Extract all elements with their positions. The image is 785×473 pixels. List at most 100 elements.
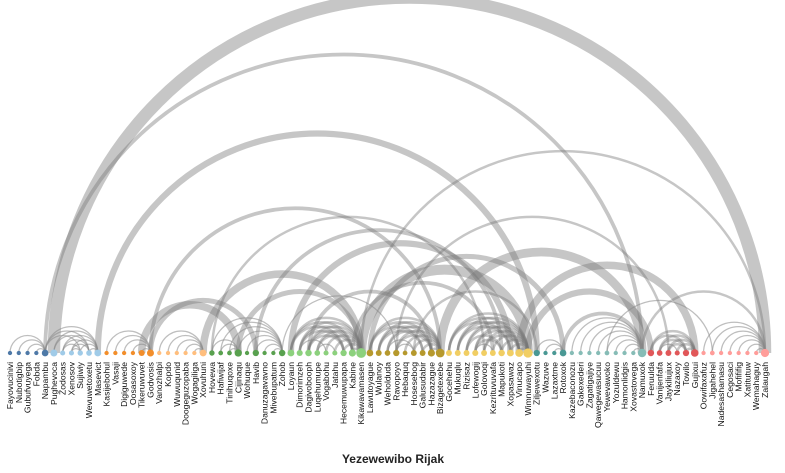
node-dot[interactable] — [569, 350, 575, 356]
node-label: Jatahu — [330, 362, 340, 388]
node-dot[interactable] — [174, 350, 179, 356]
node-label: Hafiwijaf — [216, 361, 226, 394]
node-dot[interactable] — [262, 350, 267, 356]
node-dot[interactable] — [427, 349, 435, 357]
node-dot[interactable] — [587, 350, 592, 356]
node-dot[interactable] — [760, 348, 770, 358]
node-dot[interactable] — [596, 350, 601, 356]
link-arc — [210, 216, 486, 354]
node-dot[interactable] — [690, 349, 699, 357]
node-dot[interactable] — [481, 350, 488, 356]
node-dot[interactable] — [463, 350, 470, 356]
node-dot[interactable] — [340, 349, 347, 357]
node-dot[interactable] — [736, 350, 741, 356]
node-dot[interactable] — [94, 349, 102, 357]
node-dot[interactable] — [68, 350, 75, 356]
node-dot[interactable] — [410, 350, 417, 356]
node-dot[interactable] — [60, 350, 66, 356]
node-dot[interactable] — [637, 348, 647, 358]
node-dot[interactable] — [183, 350, 188, 356]
node-dot[interactable] — [578, 350, 583, 356]
node-dot[interactable] — [682, 349, 690, 357]
node-dot[interactable] — [41, 349, 49, 357]
link-arc — [447, 321, 512, 354]
node-dot[interactable] — [552, 350, 557, 356]
node-dot[interactable] — [287, 349, 295, 357]
node-dot[interactable] — [727, 350, 733, 356]
node-label: Weholduda — [383, 362, 393, 406]
node-dot[interactable] — [604, 350, 610, 356]
link-arc — [43, 52, 644, 354]
node-dot[interactable] — [754, 350, 759, 356]
node-dot[interactable] — [613, 350, 618, 356]
node-dot[interactable] — [34, 350, 39, 356]
node-dot[interactable] — [104, 350, 109, 356]
node-dot[interactable] — [130, 350, 136, 356]
node-dot[interactable] — [515, 349, 524, 357]
node-dot[interactable] — [305, 349, 312, 357]
node-dot[interactable] — [543, 350, 548, 356]
node-dot[interactable] — [366, 349, 374, 357]
node-dot[interactable] — [446, 350, 452, 356]
node-dot[interactable] — [435, 348, 445, 358]
node-dot[interactable] — [252, 349, 259, 357]
node-dot[interactable] — [146, 349, 154, 357]
node-dot[interactable] — [192, 350, 197, 356]
node-dot[interactable] — [454, 350, 461, 356]
node-dot[interactable] — [271, 350, 276, 356]
node-dot[interactable] — [244, 350, 250, 356]
node-dot[interactable] — [218, 350, 224, 356]
node-dot[interactable] — [165, 350, 171, 356]
link-arc — [316, 334, 354, 354]
node-dot[interactable] — [209, 350, 215, 356]
node-dot[interactable] — [7, 350, 13, 356]
node-dot[interactable] — [701, 350, 706, 356]
node-dot[interactable] — [393, 349, 400, 357]
link-arc — [350, 281, 495, 354]
node-dot[interactable] — [745, 350, 750, 356]
node-dot[interactable] — [121, 350, 127, 356]
node-dot[interactable] — [199, 349, 207, 357]
node-dot[interactable] — [384, 350, 391, 356]
node-dot[interactable] — [647, 349, 655, 357]
node-dot[interactable] — [402, 350, 408, 356]
node-dot[interactable] — [709, 350, 715, 356]
node-label: Danuzagavavno — [260, 362, 270, 424]
node-label: Kopdo — [163, 362, 173, 387]
node-dot[interactable] — [278, 349, 286, 357]
node-label: Wuwuqunid — [172, 362, 182, 407]
node-dot[interactable] — [665, 350, 672, 356]
node-dot[interactable] — [533, 349, 540, 357]
node-dot[interactable] — [419, 350, 426, 356]
node-dot[interactable] — [622, 350, 627, 356]
node-dot[interactable] — [472, 349, 479, 357]
node-dot[interactable] — [506, 349, 514, 357]
node-dot[interactable] — [314, 350, 321, 356]
node-dot[interactable] — [323, 350, 329, 356]
node-dot[interactable] — [77, 350, 83, 356]
node-dot[interactable] — [234, 349, 242, 357]
node-dot[interactable] — [523, 348, 533, 358]
node-dot[interactable] — [113, 350, 118, 356]
node-dot[interactable] — [25, 350, 30, 356]
node-dot[interactable] — [138, 349, 145, 357]
node-label: Ziljewexotu — [532, 362, 542, 405]
node-dot[interactable] — [656, 350, 663, 356]
node-dot[interactable] — [718, 350, 724, 356]
node-dot[interactable] — [157, 350, 162, 356]
node-dot[interactable] — [674, 350, 680, 356]
link-arc — [289, 325, 345, 354]
node-dot[interactable] — [332, 350, 338, 356]
node-dot[interactable] — [489, 350, 496, 356]
node-dot[interactable] — [356, 348, 367, 358]
node-dot[interactable] — [50, 349, 58, 357]
node-dot[interactable] — [498, 349, 505, 357]
node-dot[interactable] — [631, 350, 636, 356]
node-dot[interactable] — [296, 349, 303, 357]
node-dot[interactable] — [375, 350, 382, 356]
node-dot[interactable] — [348, 349, 356, 357]
node-dot[interactable] — [86, 350, 92, 356]
node-dot[interactable] — [559, 349, 567, 357]
node-dot[interactable] — [227, 350, 232, 356]
node-dot[interactable] — [16, 350, 21, 356]
